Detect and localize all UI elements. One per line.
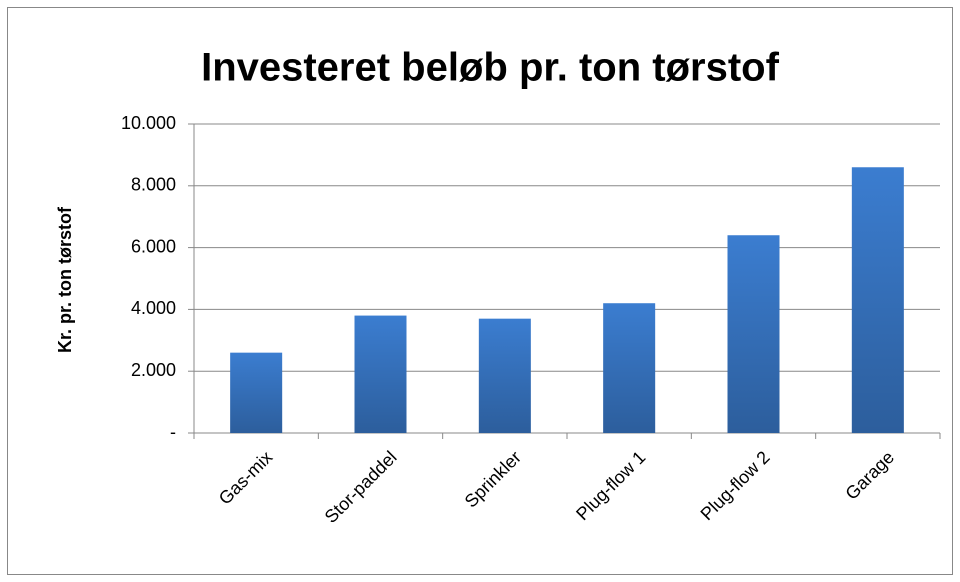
bar-shade bbox=[230, 352, 283, 433]
bar-shade bbox=[851, 167, 904, 433]
y-tick-label: 10.000 bbox=[121, 113, 176, 133]
chart-border bbox=[7, 7, 953, 575]
y-tick-label: 6.000 bbox=[131, 236, 176, 256]
bar-shade bbox=[727, 235, 780, 433]
y-tick-label: - bbox=[170, 422, 176, 442]
y-tick-label: 2.000 bbox=[131, 360, 176, 380]
chart-title: Investeret beløb pr. ton tørstof bbox=[201, 46, 780, 90]
y-tick-label: 8.000 bbox=[131, 175, 176, 195]
y-tick-label: 4.000 bbox=[131, 298, 176, 318]
bar-shade bbox=[603, 303, 656, 433]
y-axis-label: Kr. pr. ton tørstof bbox=[55, 206, 75, 353]
bar-shade bbox=[354, 315, 407, 433]
bar-shade bbox=[478, 318, 531, 433]
